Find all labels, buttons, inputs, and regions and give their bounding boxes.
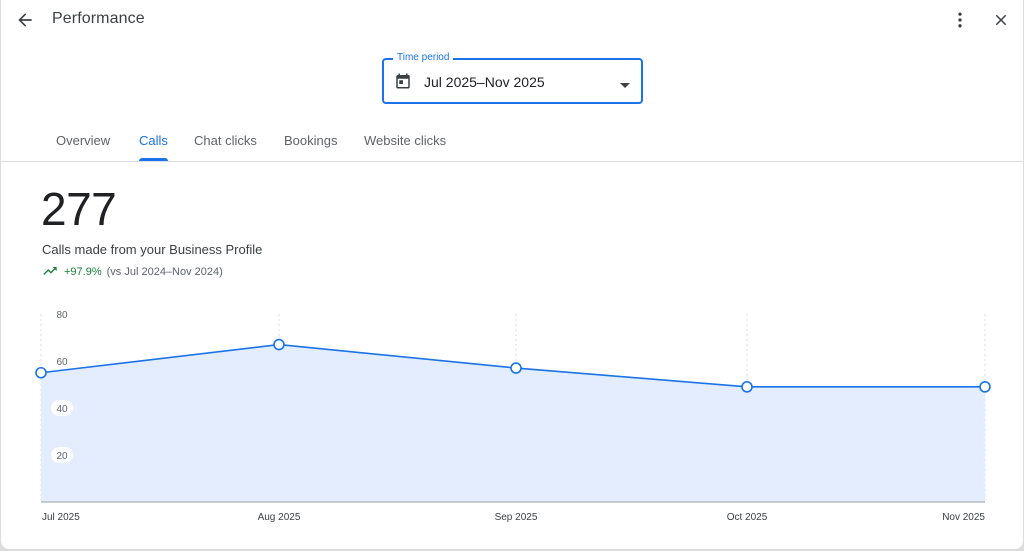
data-point — [979, 381, 991, 393]
dropdown-arrow-icon — [618, 77, 632, 95]
tab-calls[interactable]: Calls — [139, 133, 168, 161]
tab-overview[interactable]: Overview — [56, 133, 110, 161]
arrow-back-icon — [15, 10, 35, 30]
tab-label: Overview — [56, 133, 111, 148]
active-tab-indicator — [139, 158, 168, 161]
trend-row: +97.9% (vs Jul 2024–Nov 2024) — [42, 264, 223, 280]
trend-comparison: (vs Jul 2024–Nov 2024) — [106, 266, 223, 278]
tab-website-clicks[interactable]: Website clicks — [364, 133, 446, 161]
tab-bookings[interactable]: Bookings — [284, 133, 337, 161]
back-button[interactable] — [7, 2, 43, 38]
x-tick-label: Nov 2025 — [942, 512, 985, 523]
data-point — [273, 338, 285, 351]
data-point — [35, 366, 47, 379]
metric-label: Calls made from your Business Profile — [42, 242, 263, 257]
y-tick-label: 60 — [56, 357, 68, 368]
calendar-icon — [394, 72, 412, 95]
x-tick-label: Sep 2025 — [495, 512, 538, 523]
data-point — [741, 381, 753, 393]
calls-area-chart: 20 40 60 80 Jul 2025 Aug 2025 Sep 2025 Oct 2025… — [35, 306, 991, 523]
time-period-select[interactable]: Time period Jul 2025–Nov 2025 — [382, 51, 643, 104]
x-tick-label: Jul 2025 — [42, 512, 80, 523]
trending-up-icon — [42, 265, 58, 280]
trend-percent: +97.9% — [64, 266, 102, 278]
y-tick-bg — [51, 400, 73, 416]
more-options-button[interactable] — [942, 2, 978, 38]
x-tick-label: Oct 2025 — [727, 512, 768, 523]
area-fill — [41, 344, 985, 502]
x-tick-label: Aug 2025 — [258, 512, 301, 523]
y-tick-label: 20 — [56, 451, 68, 462]
tab-chat-clicks[interactable]: Chat clicks — [194, 133, 257, 161]
close-button[interactable] — [983, 2, 1019, 38]
y-tick-bg — [51, 447, 73, 463]
time-period-label: Time period — [393, 51, 454, 65]
tab-label: Chat clicks — [194, 133, 257, 148]
page-title: Performance — [52, 10, 145, 27]
tab-label: Bookings — [284, 133, 338, 148]
time-period-value: Jul 2025–Nov 2025 — [424, 74, 545, 90]
y-tick-bg — [51, 306, 73, 322]
y-tick-bg — [51, 353, 73, 369]
more-vert-icon — [950, 10, 970, 30]
y-tick-label: 80 — [56, 310, 68, 321]
data-point — [510, 362, 522, 374]
close-icon — [992, 11, 1010, 29]
tab-label: Website clicks — [364, 133, 447, 148]
top-bar: Performance — [1, 0, 1023, 40]
tab-bar: Overview Calls Chat clicks Bookings Webs… — [1, 120, 1023, 162]
y-tick-label: 40 — [56, 404, 68, 415]
metric-value: 277 — [41, 183, 117, 235]
tab-label: Calls — [139, 133, 168, 148]
